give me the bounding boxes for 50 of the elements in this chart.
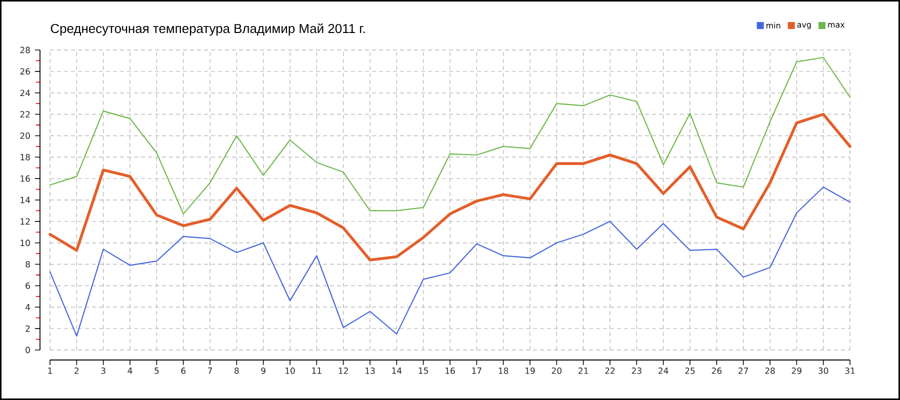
y-tick-label: 18 [20, 154, 30, 160]
x-tick-label: 28 [765, 368, 775, 374]
y-tick-label: 14 [20, 196, 30, 204]
line-series [48, 112, 852, 262]
y-tick-label: 8 [26, 261, 30, 268]
x-tick-label: 11 [312, 368, 322, 374]
x-tick-label: 22 [605, 368, 615, 374]
y-tick-label: 28 [20, 46, 30, 54]
y-tick-label: 24 [20, 90, 30, 96]
x-tick-label: 4 [128, 368, 132, 374]
x-tick-label: 29 [792, 368, 802, 374]
y-tick-label: 20 [20, 132, 30, 139]
line-series [49, 56, 851, 214]
x-tick-label: 30 [818, 368, 828, 374]
y-tick-label: 0 [26, 346, 30, 354]
y-tick-label: 2 [26, 325, 30, 332]
x-tick-label: 24 [658, 368, 668, 374]
y-tick-label: 6 [26, 282, 30, 289]
x-tick-label: 2 [74, 368, 79, 374]
x-tick-label: 25 [685, 368, 695, 374]
x-tick-label: 5 [154, 368, 159, 374]
y-tick-label: 4 [26, 304, 30, 310]
y-tick-label: 16 [20, 175, 30, 182]
x-tick-label: 26 [712, 368, 722, 374]
x-tick-label: 7 [208, 368, 212, 374]
x-tick-label: 20 [552, 368, 562, 374]
y-tick-label: 10 [20, 240, 30, 246]
x-tick-label: 9 [261, 368, 266, 374]
x-tick-label: 27 [738, 368, 748, 374]
x-tick-label: 18 [498, 368, 508, 374]
x-tick-label: 19 [526, 368, 535, 374]
x-tick-label: 13 [366, 368, 375, 374]
x-tick-label: 16 [446, 368, 455, 374]
y-tick-label: 12 [20, 218, 30, 225]
x-tick-label: 3 [101, 368, 106, 374]
x-tick-label: 31 [845, 368, 855, 374]
y-tick-label: 26 [20, 68, 30, 75]
x-tick-label: 10 [286, 368, 295, 374]
x-tick-label: 6 [181, 368, 186, 374]
x-tick-label: 21 [578, 368, 588, 374]
x-tick-label: 12 [338, 368, 348, 374]
y-tick-label: 22 [20, 111, 30, 118]
x-tick-label: 23 [632, 368, 642, 374]
chart-title: Среднесуточная температура Владимир Май 2011 г. [50, 23, 365, 36]
x-tick-label: 1 [48, 368, 52, 374]
x-tick-label: 15 [418, 368, 428, 374]
x-tick-label: 14 [392, 368, 402, 374]
line-series [49, 186, 851, 337]
x-tick-label: 17 [472, 368, 482, 374]
x-tick-label: 8 [234, 368, 239, 374]
